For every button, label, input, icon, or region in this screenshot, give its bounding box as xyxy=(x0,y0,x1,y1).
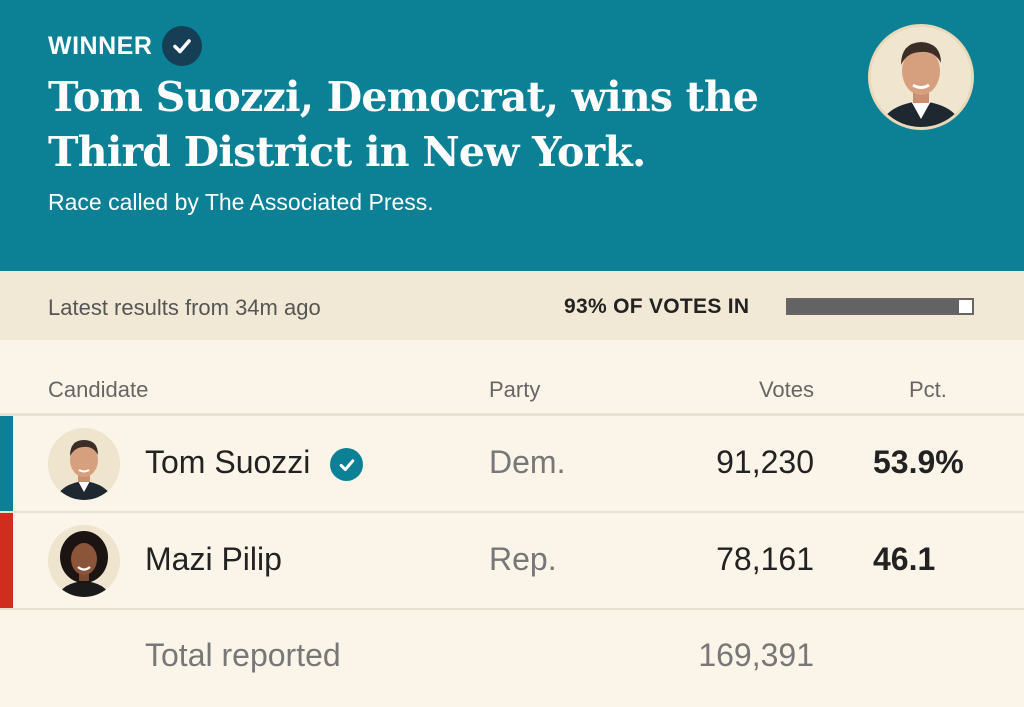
table-row: Mazi Pilip Rep. 78,161 46.1 xyxy=(0,513,1024,608)
total-reported-label: Total reported xyxy=(145,637,341,673)
header-candidate: Candidate xyxy=(48,377,149,402)
divider xyxy=(0,511,1024,513)
candidate-votes: 78,161 xyxy=(716,541,814,577)
candidate-pct: 46.1 xyxy=(873,541,936,577)
race-call-note: Race called by The Associated Press. xyxy=(48,189,434,215)
candidate-pct: 53.9% xyxy=(873,444,964,480)
divider xyxy=(0,413,1024,416)
total-reported-votes: 169,391 xyxy=(698,637,814,673)
avatar xyxy=(48,428,120,500)
winner-banner: WINNER Tom Suozzi, Democrat, wins the Th… xyxy=(0,0,1024,271)
headline: Tom Suozzi, Democrat, wins the Third Dis… xyxy=(48,73,759,176)
candidate-name: Mazi Pilip xyxy=(145,541,282,577)
votes-in-label: 93% OF VOTES IN xyxy=(564,295,750,318)
latest-results-time: Latest results from 34m ago xyxy=(48,295,321,320)
votes-in-progress-bar xyxy=(786,298,974,315)
candidate-name: Tom Suozzi xyxy=(145,444,311,480)
divider xyxy=(0,608,1024,610)
winner-check-icon xyxy=(330,448,363,481)
table-row: Tom Suozzi Dem. 91,230 53.9% xyxy=(0,416,1024,511)
winner-photo xyxy=(868,24,974,130)
candidate-party: Rep. xyxy=(489,541,557,577)
candidate-votes: 91,230 xyxy=(716,444,814,480)
party-color-bar xyxy=(0,513,13,608)
votes-in-progress-fill xyxy=(788,300,960,313)
candidate-party: Dem. xyxy=(489,444,566,480)
winner-row: WINNER xyxy=(48,26,203,66)
header-party: Party xyxy=(489,377,541,402)
winner-label: WINNER xyxy=(48,31,153,60)
header-votes: Votes xyxy=(758,377,814,402)
header-pct: Pct. xyxy=(909,377,947,402)
party-color-bar xyxy=(0,416,13,511)
avatar xyxy=(48,525,120,597)
check-icon xyxy=(162,26,203,66)
